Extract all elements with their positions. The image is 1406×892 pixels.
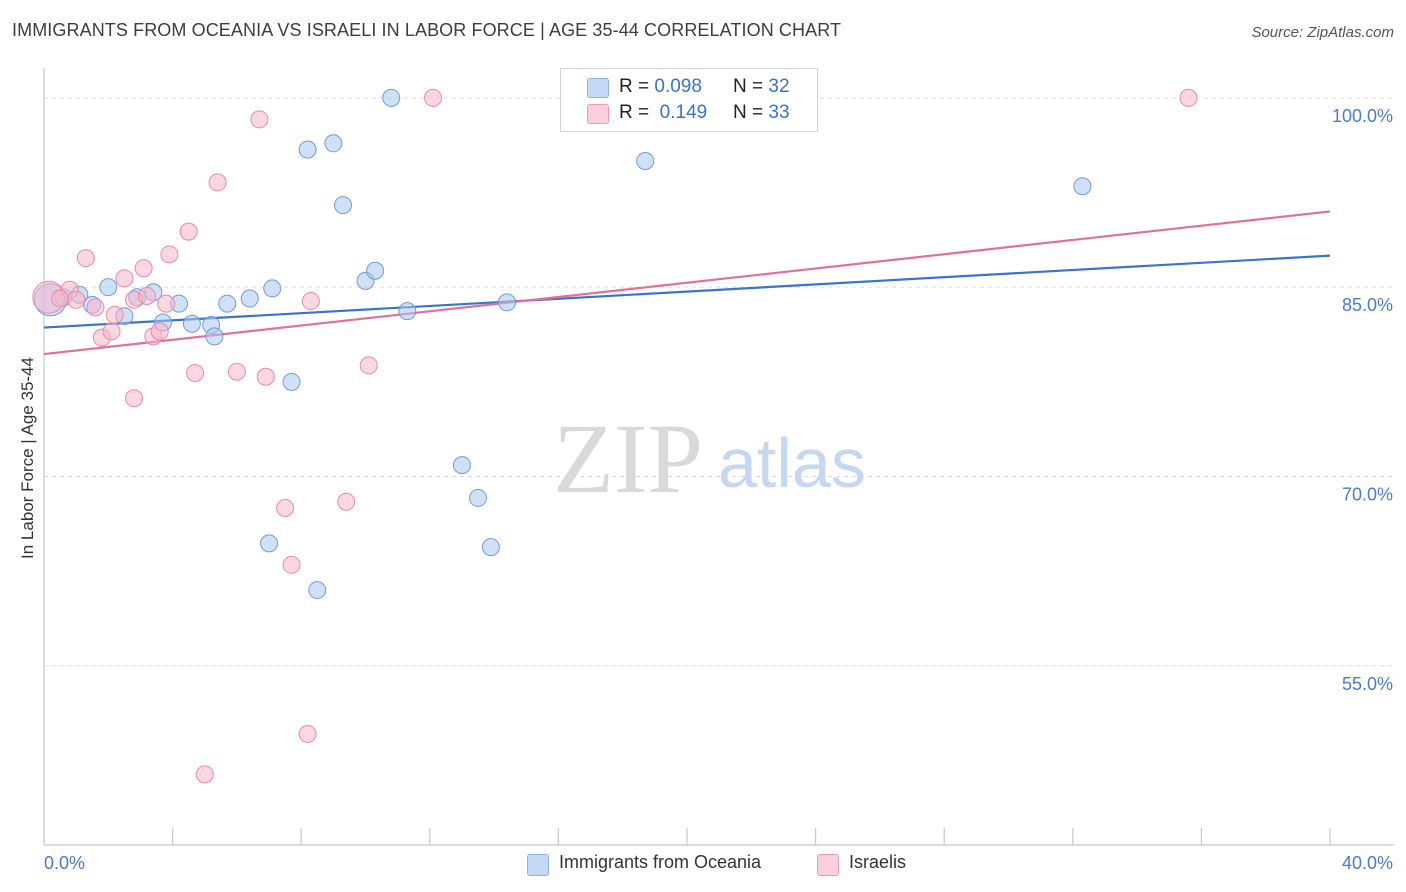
data-point-oceania (1073, 177, 1092, 196)
data-point-oceania (218, 294, 237, 313)
data-point-oceania (398, 302, 417, 321)
data-point-oceania (99, 278, 118, 297)
data-point-israelis (125, 389, 144, 408)
data-point-oceania (469, 488, 488, 507)
legend-swatch-oceania (587, 78, 609, 98)
data-point-israelis (195, 765, 214, 784)
data-point-oceania (382, 88, 401, 107)
legend-r-oceania: R = 0.098 (619, 76, 702, 97)
data-point-oceania (481, 538, 500, 557)
tick-labels: 100.0% 85.0% 70.0% 55.0% 0.0% 40.0% (44, 106, 1393, 873)
data-point-oceania (324, 134, 343, 153)
data-point-israelis (359, 356, 378, 375)
data-point-oceania (366, 261, 385, 280)
axes (43, 68, 1394, 846)
watermark-zip: ZIP (553, 403, 703, 514)
trend-lines (43, 210, 1331, 356)
legend-r-israelis: R = 0.149 (619, 102, 708, 123)
data-points (32, 88, 1198, 784)
data-point-israelis (67, 290, 86, 309)
data-point-israelis (76, 249, 95, 268)
data-point-israelis (186, 363, 205, 382)
data-point-israelis (137, 287, 156, 306)
data-point-oceania (182, 314, 201, 333)
data-point-israelis (115, 269, 134, 288)
y-tick-label: 100.0% (1332, 106, 1393, 126)
data-point-israelis (424, 88, 443, 107)
data-point-israelis (301, 292, 320, 311)
data-point-oceania (240, 289, 259, 308)
y-tick-label: 55.0% (1342, 674, 1393, 694)
data-point-oceania (308, 581, 327, 600)
data-point-israelis (134, 259, 153, 278)
data-point-israelis (51, 289, 70, 308)
data-point-israelis (256, 367, 275, 386)
data-point-israelis (337, 492, 356, 511)
grid-lines (44, 97, 1394, 667)
legend-swatch-israelis-bottom (817, 854, 839, 876)
y-tick-label: 85.0% (1342, 295, 1393, 315)
data-point-israelis (150, 322, 169, 341)
y-tick-label: 70.0% (1342, 484, 1393, 504)
data-point-israelis (250, 110, 269, 129)
data-point-oceania (497, 293, 516, 312)
x-tick-label: 0.0% (44, 853, 85, 873)
data-point-oceania (452, 456, 471, 475)
data-point-israelis (276, 499, 295, 518)
data-point-israelis (102, 322, 121, 341)
x-tick-label: 40.0% (1342, 853, 1393, 873)
stats-legend: R = 0.098 N = 32 R = 0.149 N = 33 (560, 68, 818, 132)
data-point-israelis (179, 222, 198, 241)
data-point-oceania (282, 372, 301, 391)
legend-n-israelis: N = 33 (733, 102, 790, 123)
data-point-oceania (205, 327, 224, 346)
trend-line-israelis (43, 210, 1331, 356)
data-point-oceania (636, 151, 655, 170)
watermark: ZIP atlas (553, 403, 866, 514)
legend-label-oceania: Immigrants from Oceania (559, 852, 762, 872)
data-point-oceania (333, 196, 352, 215)
trend-line-oceania (43, 254, 1331, 329)
legend-swatch-israelis (587, 104, 609, 124)
data-point-israelis (227, 362, 246, 381)
watermark-atlas: atlas (718, 424, 866, 502)
data-point-israelis (298, 724, 317, 743)
legend-n-oceania: N = 32 (733, 76, 790, 97)
data-point-oceania (260, 534, 279, 553)
data-point-israelis (86, 298, 105, 317)
data-point-israelis (160, 245, 179, 264)
data-point-israelis (282, 555, 301, 574)
data-point-israelis (208, 173, 227, 192)
chart-title: IMMIGRANTS FROM OCEANIA VS ISRAELI IN LA… (12, 20, 842, 40)
data-point-israelis (1179, 88, 1198, 107)
legend-swatch-oceania-bottom (527, 854, 549, 876)
source-label: Source: ZipAtlas.com (1251, 24, 1394, 41)
data-point-israelis (105, 305, 124, 324)
data-point-oceania (263, 279, 282, 298)
data-point-israelis (157, 294, 176, 313)
legend-label-israelis: Israelis (849, 852, 907, 872)
data-point-oceania (298, 140, 317, 159)
